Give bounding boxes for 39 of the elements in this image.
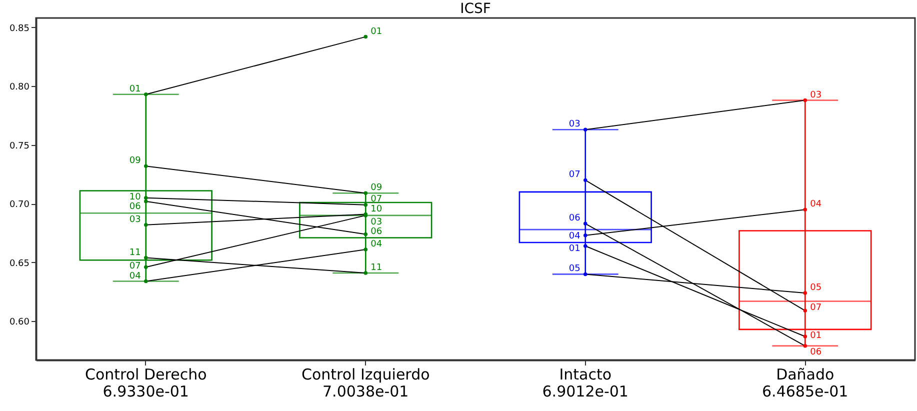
text: 04 <box>568 231 580 242</box>
text: 03 <box>810 90 822 100</box>
text: 07 <box>810 303 822 314</box>
text: 04 <box>370 240 382 250</box>
series-label: 07 <box>129 262 141 272</box>
series-label: 01 <box>129 84 141 94</box>
text: 03 <box>370 217 382 228</box>
y-tick-label: 0.65 <box>9 258 30 269</box>
text: 06 <box>810 347 822 358</box>
series-label: 05 <box>568 264 580 274</box>
series-label: 03 <box>568 120 580 130</box>
text: 07 <box>370 194 382 204</box>
y-tick-label: 0.85 <box>9 24 30 34</box>
series-label: 04 <box>129 271 142 282</box>
text: 06 <box>370 227 382 238</box>
y-tick-label: 0.70 <box>9 200 30 210</box>
y-tick-label: 0.80 <box>9 82 30 93</box>
text: 09 <box>370 183 382 194</box>
text: 05 <box>810 283 822 294</box>
text: 10 <box>370 204 382 214</box>
series-label: 10 <box>129 192 142 202</box>
x-tick-label: Intacto 6.9012e-01 <box>542 366 628 400</box>
text: 11 <box>370 263 382 274</box>
series-label: 04 <box>810 200 822 210</box>
series-label: 01 <box>810 330 822 341</box>
chart-title: ICSF <box>460 1 491 17</box>
y-tick-label: 0.60 <box>9 318 30 328</box>
series-label: 06 <box>568 214 581 224</box>
series-label: 06 <box>129 202 142 212</box>
series-label: 09 <box>129 156 142 166</box>
x-tick-label: Dañado 6.4685e-01 <box>762 366 848 400</box>
x-tick-label: Control Derecho 6.9330e-01 <box>84 366 207 400</box>
text: 01 <box>568 244 580 254</box>
series-label: 03 <box>129 214 141 225</box>
x-tick-label: Control Izquierdo 7.0038e-01 <box>301 366 430 400</box>
y-tick-label: 0.75 <box>9 141 30 152</box>
text: 01 <box>370 26 382 37</box>
series-label: 07 <box>568 170 580 180</box>
series-label: 11 <box>129 248 141 258</box>
